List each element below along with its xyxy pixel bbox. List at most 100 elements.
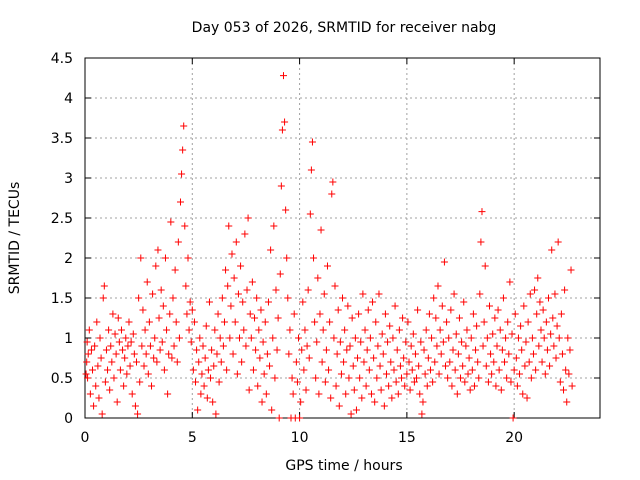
data-point [449,346,457,354]
data-point [92,382,100,390]
data-point [560,386,568,394]
data-point [400,354,408,362]
data-point [483,334,491,342]
data-point [413,374,421,382]
data-point [553,322,561,330]
data-point [537,326,545,334]
data-point [522,338,530,346]
data-point [220,318,228,326]
data-point [558,350,566,358]
data-point [196,334,204,342]
data-point [242,342,250,350]
data-point [210,362,218,370]
data-point [293,378,301,386]
data-point [453,390,461,398]
data-point [547,330,555,338]
data-point [529,350,537,358]
data-point [442,362,449,370]
data-point [385,382,393,390]
data-point [388,394,396,402]
data-point [420,346,428,354]
data-point [534,274,542,282]
y-tick-label: 4 [64,91,73,107]
data-point [261,318,269,326]
data-point [434,282,442,290]
data-point [285,350,293,358]
data-point [437,350,445,358]
data-point [319,326,327,334]
data-point [288,374,296,382]
data-point [521,362,529,370]
data-point [542,318,550,326]
data-point [316,310,324,318]
data-point [260,370,268,378]
data-point [160,366,168,374]
data-point [394,390,402,398]
data-point [193,346,201,354]
data-point [168,354,176,362]
data-point [543,346,551,354]
data-point [504,318,512,326]
data-point [424,354,432,362]
data-point [175,334,183,342]
data-point [407,342,415,350]
data-point [557,310,565,318]
data-point [178,170,186,178]
data-point [290,310,298,318]
data-point [340,358,348,366]
data-point [122,334,130,342]
data-point [348,314,356,322]
plot-frame [84,57,601,419]
data-point [389,334,397,342]
data-point [252,346,260,354]
data-point [149,290,157,298]
data-point [323,262,331,270]
y-tick-label: 0 [64,411,73,427]
data-point [176,198,184,206]
data-point [303,342,311,350]
data-point [100,282,108,290]
data-point [498,346,506,354]
data-point [112,350,120,358]
data-point [298,346,306,354]
data-point [467,334,475,342]
data-point [514,334,522,342]
data-point [531,286,539,294]
data-point [470,382,478,390]
data-point [87,346,95,354]
data-point [356,374,364,382]
data-point [478,208,486,216]
data-point [264,298,272,306]
data-point [520,302,528,310]
data-point [349,362,357,370]
data-point [364,306,372,314]
data-point [435,370,443,378]
data-point [292,358,300,366]
data-point [110,374,118,382]
data-point [372,318,380,326]
data-point [403,370,411,378]
data-point [561,286,569,294]
data-point [474,358,482,366]
data-point [326,318,334,326]
data-point [374,342,382,350]
data-point [121,354,129,362]
data-point [454,350,462,358]
data-point [173,358,181,366]
data-point [166,310,174,318]
data-point [157,286,165,294]
data-point [492,382,500,390]
data-point [465,354,473,362]
data-point [204,366,212,374]
data-point [393,346,401,354]
y-tick-label: 1.5 [51,291,73,307]
data-point [276,270,284,278]
data-point [134,410,142,418]
data-point [525,358,533,366]
data-point [395,326,403,334]
data-point [283,254,291,262]
data-point [327,394,335,402]
data-point [425,310,433,318]
data-point [214,310,222,318]
data-point [337,370,345,378]
